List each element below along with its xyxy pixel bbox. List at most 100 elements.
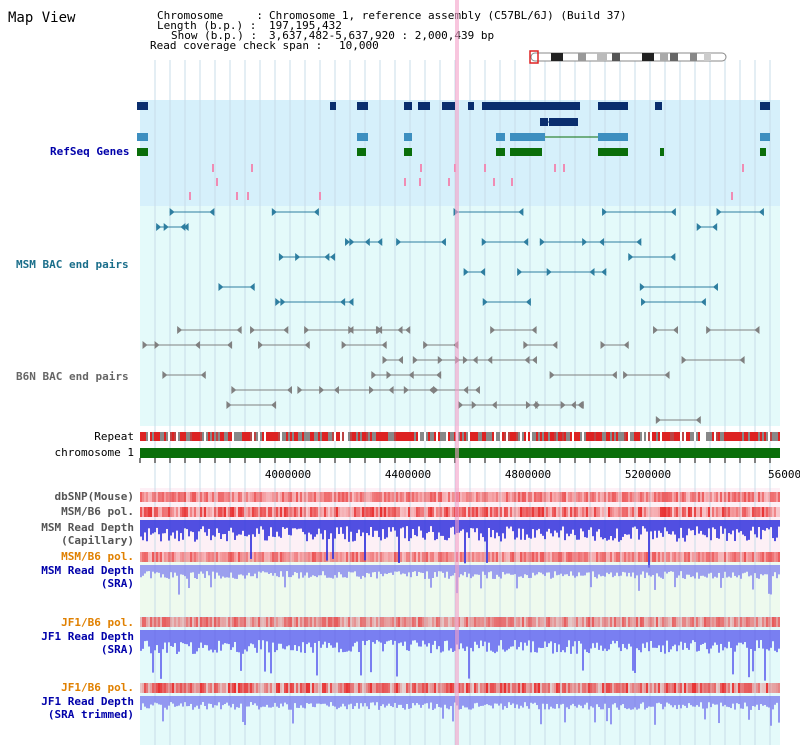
heat-cell	[488, 617, 490, 627]
depth-bar	[702, 696, 704, 709]
depth-bar	[644, 630, 646, 648]
depth-bar	[770, 565, 772, 595]
depth-bar	[460, 565, 462, 575]
depth-bar	[434, 630, 436, 641]
depth-bar	[356, 520, 358, 534]
depth-bar	[612, 696, 614, 705]
heat-cell	[280, 552, 282, 562]
jf1-b6-pol-label[interactable]: JF1/B6 pol.	[61, 616, 134, 629]
jf1-b6-pol-trim-label[interactable]: JF1/B6 pol.	[61, 681, 134, 694]
dbsnp-label[interactable]: dbSNP(Mouse)	[54, 490, 134, 503]
heat-cell	[502, 552, 504, 562]
heat-cell	[708, 683, 710, 693]
depth-bar	[488, 630, 490, 643]
msm-depth-capillary-label[interactable]: MSM Read Depth	[41, 521, 134, 534]
heat-cell	[738, 552, 740, 562]
depth-bar	[464, 696, 466, 708]
bac-end-marker	[341, 341, 347, 349]
heat-cell	[572, 492, 574, 502]
depth-bar	[416, 630, 418, 643]
depth-bar	[276, 630, 278, 651]
heat-cell	[684, 552, 686, 562]
refseq-gene	[510, 133, 545, 141]
repeat-segment	[714, 432, 716, 441]
chromosome-ideogram[interactable]	[529, 50, 727, 64]
depth-bar	[392, 565, 394, 575]
bac-end-marker	[275, 298, 281, 306]
heat-cell	[618, 617, 620, 627]
heat-cell	[616, 683, 618, 693]
heat-cell	[254, 507, 256, 517]
depth-bar	[646, 630, 648, 643]
heat-cell	[150, 492, 152, 502]
msm-bac-track[interactable]	[156, 208, 764, 306]
position-axis: 4000000 4400000 4800000 5200000 5600000	[139, 458, 800, 481]
heat-cell	[558, 683, 560, 693]
heat-cell	[192, 552, 194, 562]
heat-cell	[152, 617, 154, 627]
repeat-segment	[282, 432, 284, 441]
depth-bar	[382, 520, 384, 530]
heat-cell	[412, 507, 414, 517]
depth-bar	[196, 696, 198, 706]
repeat-segment	[262, 432, 264, 441]
repeat-segment	[292, 432, 294, 441]
msm-bac-label[interactable]: MSM BAC end pairs	[16, 258, 129, 271]
depth-bar	[756, 520, 758, 538]
heat-cell	[230, 507, 232, 517]
depth-bar	[524, 520, 526, 540]
depth-bar	[650, 565, 652, 577]
refseq-genes-label[interactable]: RefSeq Genes	[50, 145, 130, 158]
msm-b6-pol-label[interactable]: MSM/B6 pol.	[61, 505, 134, 518]
heat-cell	[434, 492, 436, 502]
msm-depth-sra-label[interactable]: MSM Read Depth	[41, 564, 134, 577]
heat-cell	[202, 683, 204, 693]
heat-cell	[658, 552, 660, 562]
heat-cell	[426, 507, 428, 517]
depth-bar	[332, 696, 334, 706]
depth-bar	[676, 565, 678, 578]
depth-bar	[366, 520, 368, 534]
depth-bar	[208, 520, 210, 529]
heat-cell	[684, 683, 686, 693]
heat-cell	[490, 507, 492, 517]
heat-cell	[618, 492, 620, 502]
depth-bar	[530, 696, 532, 703]
b6n-bac-track[interactable]	[142, 326, 760, 424]
repeat-segment	[298, 432, 300, 441]
jf1-depth-label[interactable]: JF1 Read Depth	[41, 630, 134, 643]
depth-bar	[300, 520, 302, 529]
heat-cell	[386, 507, 388, 517]
heat-cell	[524, 507, 526, 517]
msm-b6-pol-sra-label[interactable]: MSM/B6 pol.	[61, 550, 134, 563]
heat-cell	[176, 617, 178, 627]
repeat-segment	[308, 432, 310, 441]
heat-cell	[510, 507, 512, 517]
repeat-segment	[598, 432, 600, 441]
refseq-minor-feature	[731, 192, 733, 200]
heat-cell	[164, 507, 166, 517]
heat-cell	[298, 492, 300, 502]
heat-cell	[228, 617, 230, 627]
repeat-segment	[274, 432, 276, 441]
depth-bar	[648, 565, 650, 576]
heat-cell	[526, 617, 528, 627]
heat-cell	[446, 552, 448, 562]
depth-bar	[500, 565, 502, 579]
depth-bar	[536, 565, 538, 575]
heat-cell	[706, 617, 708, 627]
heat-cell	[250, 507, 252, 517]
heat-cell	[568, 492, 570, 502]
repeat-segment	[518, 432, 520, 441]
jf1-trim-depth-label[interactable]: JF1 Read Depth	[41, 695, 134, 708]
repeat-segment	[680, 432, 682, 441]
depth-bar	[304, 696, 306, 709]
refseq-genes-track[interactable]	[137, 102, 770, 200]
heat-cell	[528, 507, 530, 517]
depth-bar	[236, 520, 238, 536]
depth-bar	[500, 696, 502, 704]
depth-bar	[212, 565, 214, 572]
b6n-bac-label[interactable]: B6N BAC end pairs	[16, 370, 129, 383]
heat-cell	[708, 492, 710, 502]
